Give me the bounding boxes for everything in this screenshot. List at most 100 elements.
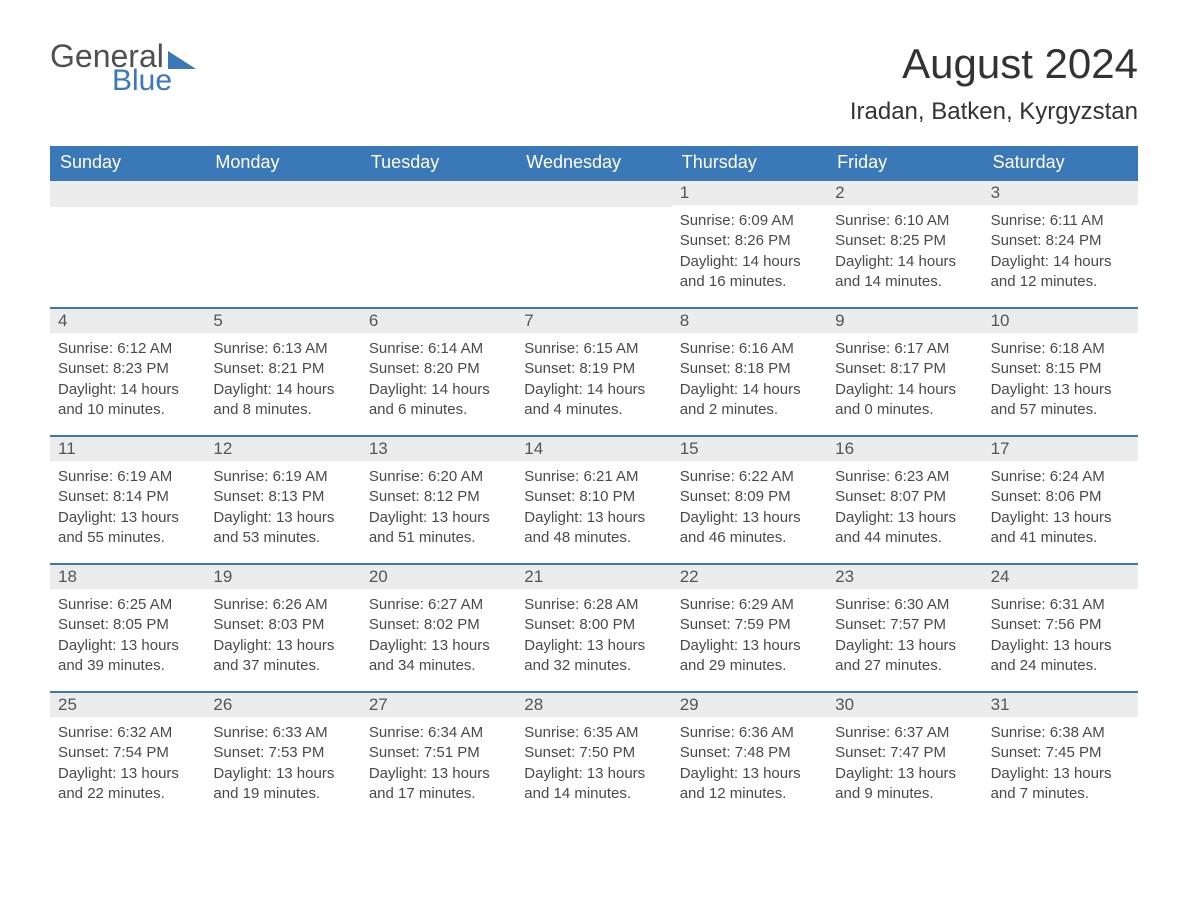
day-cell: 15Sunrise: 6:22 AMSunset: 8:09 PMDayligh… <box>672 437 827 563</box>
day-cell: 27Sunrise: 6:34 AMSunset: 7:51 PMDayligh… <box>361 693 516 819</box>
empty-day-header <box>50 181 205 207</box>
day-info-line: and 24 minutes. <box>991 656 1130 676</box>
day-info-line: Sunrise: 6:21 AM <box>524 467 663 487</box>
day-cell: 25Sunrise: 6:32 AMSunset: 7:54 PMDayligh… <box>50 693 205 819</box>
day-info-line: and 53 minutes. <box>213 528 352 548</box>
day-number: 4 <box>50 309 205 333</box>
day-info-line: Daylight: 13 hours <box>680 764 819 784</box>
day-cell: 29Sunrise: 6:36 AMSunset: 7:48 PMDayligh… <box>672 693 827 819</box>
day-info-line: Sunset: 8:00 PM <box>524 615 663 635</box>
day-info-line: Daylight: 14 hours <box>680 252 819 272</box>
day-cell <box>205 181 360 307</box>
day-number: 30 <box>827 693 982 717</box>
day-number: 16 <box>827 437 982 461</box>
day-info-line: Sunset: 8:19 PM <box>524 359 663 379</box>
day-info-line: Sunrise: 6:11 AM <box>991 211 1130 231</box>
day-info-line: and 55 minutes. <box>58 528 197 548</box>
day-info-line: Sunrise: 6:17 AM <box>835 339 974 359</box>
day-info-line: Sunset: 8:12 PM <box>369 487 508 507</box>
weekday-header: Wednesday <box>516 146 671 179</box>
day-cell: 31Sunrise: 6:38 AMSunset: 7:45 PMDayligh… <box>983 693 1138 819</box>
day-number: 13 <box>361 437 516 461</box>
day-number: 25 <box>50 693 205 717</box>
day-info: Sunrise: 6:29 AMSunset: 7:59 PMDaylight:… <box>672 589 827 682</box>
day-info-line: and 9 minutes. <box>835 784 974 804</box>
day-info: Sunrise: 6:24 AMSunset: 8:06 PMDaylight:… <box>983 461 1138 554</box>
week-row: 25Sunrise: 6:32 AMSunset: 7:54 PMDayligh… <box>50 691 1138 819</box>
day-info-line: Daylight: 14 hours <box>991 252 1130 272</box>
day-info-line: and 41 minutes. <box>991 528 1130 548</box>
day-info-line: and 6 minutes. <box>369 400 508 420</box>
day-info: Sunrise: 6:14 AMSunset: 8:20 PMDaylight:… <box>361 333 516 426</box>
day-info-line: Sunset: 7:57 PM <box>835 615 974 635</box>
day-info-line: Daylight: 13 hours <box>835 508 974 528</box>
day-info-line: Sunset: 8:24 PM <box>991 231 1130 251</box>
day-number: 7 <box>516 309 671 333</box>
day-info: Sunrise: 6:18 AMSunset: 8:15 PMDaylight:… <box>983 333 1138 426</box>
day-info-line: and 14 minutes. <box>835 272 974 292</box>
day-info-line: and 51 minutes. <box>369 528 508 548</box>
day-info-line: Sunrise: 6:18 AM <box>991 339 1130 359</box>
day-info: Sunrise: 6:15 AMSunset: 8:19 PMDaylight:… <box>516 333 671 426</box>
day-info-line: Sunrise: 6:36 AM <box>680 723 819 743</box>
day-info-line: Sunset: 8:25 PM <box>835 231 974 251</box>
day-number: 10 <box>983 309 1138 333</box>
day-info-line: Sunset: 8:23 PM <box>58 359 197 379</box>
logo: General Blue <box>50 40 196 96</box>
day-info-line: Sunrise: 6:24 AM <box>991 467 1130 487</box>
day-info: Sunrise: 6:34 AMSunset: 7:51 PMDaylight:… <box>361 717 516 810</box>
day-info: Sunrise: 6:10 AMSunset: 8:25 PMDaylight:… <box>827 205 982 298</box>
day-info-line: Daylight: 13 hours <box>524 508 663 528</box>
day-info-line: Daylight: 13 hours <box>991 636 1130 656</box>
month-title: August 2024 <box>850 40 1138 88</box>
day-cell: 4Sunrise: 6:12 AMSunset: 8:23 PMDaylight… <box>50 309 205 435</box>
day-info: Sunrise: 6:20 AMSunset: 8:12 PMDaylight:… <box>361 461 516 554</box>
day-info: Sunrise: 6:13 AMSunset: 8:21 PMDaylight:… <box>205 333 360 426</box>
day-info-line: Daylight: 13 hours <box>524 636 663 656</box>
calendar: SundayMondayTuesdayWednesdayThursdayFrid… <box>50 146 1138 819</box>
day-info-line: Sunrise: 6:14 AM <box>369 339 508 359</box>
day-info-line: Sunset: 8:26 PM <box>680 231 819 251</box>
day-info-line: Daylight: 13 hours <box>991 764 1130 784</box>
day-info-line: Sunset: 8:15 PM <box>991 359 1130 379</box>
day-info: Sunrise: 6:16 AMSunset: 8:18 PMDaylight:… <box>672 333 827 426</box>
day-info: Sunrise: 6:28 AMSunset: 8:00 PMDaylight:… <box>516 589 671 682</box>
day-info-line: Sunset: 8:05 PM <box>58 615 197 635</box>
weekday-header: Monday <box>205 146 360 179</box>
day-number: 24 <box>983 565 1138 589</box>
day-info-line: Sunset: 8:02 PM <box>369 615 508 635</box>
day-cell <box>50 181 205 307</box>
day-info-line: Sunrise: 6:13 AM <box>213 339 352 359</box>
day-number: 18 <box>50 565 205 589</box>
day-info-line: Sunset: 8:03 PM <box>213 615 352 635</box>
day-number: 26 <box>205 693 360 717</box>
day-info: Sunrise: 6:25 AMSunset: 8:05 PMDaylight:… <box>50 589 205 682</box>
location-text: Iradan, Batken, Kyrgyzstan <box>850 98 1138 126</box>
day-number: 6 <box>361 309 516 333</box>
week-row: 1Sunrise: 6:09 AMSunset: 8:26 PMDaylight… <box>50 179 1138 307</box>
day-info-line: and 17 minutes. <box>369 784 508 804</box>
weeks-container: 1Sunrise: 6:09 AMSunset: 8:26 PMDaylight… <box>50 179 1138 819</box>
day-number: 31 <box>983 693 1138 717</box>
day-info-line: Daylight: 13 hours <box>213 764 352 784</box>
day-info-line: and 22 minutes. <box>58 784 197 804</box>
day-cell: 16Sunrise: 6:23 AMSunset: 8:07 PMDayligh… <box>827 437 982 563</box>
day-info-line: Sunset: 8:21 PM <box>213 359 352 379</box>
day-number: 8 <box>672 309 827 333</box>
day-info-line: Sunrise: 6:19 AM <box>58 467 197 487</box>
day-info: Sunrise: 6:17 AMSunset: 8:17 PMDaylight:… <box>827 333 982 426</box>
day-cell: 14Sunrise: 6:21 AMSunset: 8:10 PMDayligh… <box>516 437 671 563</box>
day-info-line: Sunrise: 6:25 AM <box>58 595 197 615</box>
day-info-line: and 14 minutes. <box>524 784 663 804</box>
day-info-line: and 44 minutes. <box>835 528 974 548</box>
day-cell: 19Sunrise: 6:26 AMSunset: 8:03 PMDayligh… <box>205 565 360 691</box>
day-cell: 9Sunrise: 6:17 AMSunset: 8:17 PMDaylight… <box>827 309 982 435</box>
day-number: 27 <box>361 693 516 717</box>
day-info-line: Daylight: 14 hours <box>835 380 974 400</box>
day-number: 20 <box>361 565 516 589</box>
day-cell: 6Sunrise: 6:14 AMSunset: 8:20 PMDaylight… <box>361 309 516 435</box>
day-info-line: Sunset: 8:07 PM <box>835 487 974 507</box>
day-cell: 20Sunrise: 6:27 AMSunset: 8:02 PMDayligh… <box>361 565 516 691</box>
logo-text-blue: Blue <box>112 66 196 96</box>
day-info-line: Sunset: 8:14 PM <box>58 487 197 507</box>
